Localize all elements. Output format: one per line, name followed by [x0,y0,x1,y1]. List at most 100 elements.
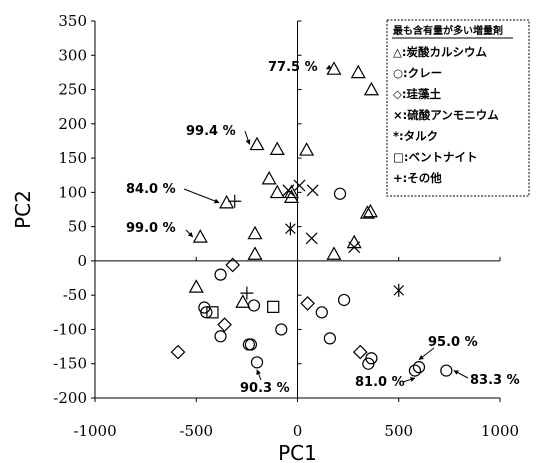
y-tick-label: 300 [58,46,87,64]
point-clay [315,306,328,319]
point-calcium [192,229,208,243]
annotation-label: 99.0 % [126,221,176,236]
point-calcium [247,246,263,260]
point-calcium [188,279,204,293]
point-clay [247,299,261,312]
point-bentonite [267,300,280,313]
point-diatom [225,257,241,273]
point-clay [337,293,351,307]
y-tick-label: -100 [53,320,87,338]
point-calcium [261,170,277,185]
y-tick-label: -50 [63,286,87,304]
y-tick-label: -200 [53,389,87,407]
point-calcium [350,64,366,79]
point-ammonium [293,179,306,192]
point-clay [333,187,347,200]
annotation-label: 99.4 % [186,124,236,139]
y-tick-label: 100 [58,183,87,201]
y-tick-label: 50 [68,218,87,236]
y-tick-label: 250 [58,81,87,99]
point-clay [412,361,426,374]
annotation-label: 84.0 % [126,182,176,197]
point-clay [408,364,422,377]
legend-entry-other: +:その他 [393,171,442,185]
legend: 最も含有量が多い増量剤 △:炭酸カルシウム ○:クレー ◇:珪藻土 ×:硫酸アンモニウム… [386,19,530,197]
point-diatom [217,317,232,333]
point-calcium [359,205,375,219]
annotation-arrow [402,377,416,383]
point-ammonium [306,184,319,197]
y-tick-label: -150 [53,355,87,373]
legend-box [386,19,530,197]
point-clay [275,323,288,336]
point-calcium [299,142,315,156]
point-other [240,286,254,300]
legend-entry-calcium: △:炭酸カルシウム [393,45,487,59]
x-tick-label: 500 [384,422,413,440]
annotation-arrow [185,229,194,238]
y-tick-label: 200 [58,115,87,133]
point-calcium [249,136,265,151]
point-clay [250,356,264,369]
point-clay [214,268,227,281]
x-tick-label: 1000 [481,422,519,440]
annotation-arrow [183,188,220,204]
tick-labels: -200-150-100-50050100150200250300350-100… [53,12,519,440]
data-points [170,61,453,377]
point-clay [440,364,453,377]
annotation-label: 90.3 % [240,381,290,396]
percentage-annotations: 77.5 % 99.4 % 84.0 % 99.0 % 95.0 % 81.0 % 83.3… [126,60,520,396]
axes [91,20,501,402]
legend-entry-diatom: ◇:珪藻土 [393,87,441,101]
y-tick-label: 150 [58,149,87,167]
y-tick-label: 0 [77,252,87,270]
point-calcium [362,203,378,218]
point-calcium [235,294,251,308]
x-axis-title: PC1 [278,441,317,463]
point-talc [393,283,405,297]
point-calcium [269,184,285,199]
annotation-label: 77.5 % [268,60,318,75]
x-tick-label: -500 [179,422,213,440]
point-calcium [346,234,362,249]
annotation-label: 83.3 % [470,373,520,388]
point-calcium [326,61,342,75]
point-talc [285,222,296,236]
point-diatom [170,344,186,360]
annotation-arrow [453,370,469,379]
point-calcium [219,194,235,209]
x-tick-label: -1000 [73,422,116,440]
point-calcium [283,189,299,203]
legend-title: 最も含有量が多い増量剤 [393,24,503,37]
point-clay [244,338,258,351]
annotation-arrow [256,369,262,381]
legend-entry-bentonite: □:ベントナイト [393,150,477,164]
point-calcium [283,184,299,199]
point-calcium [269,141,285,155]
point-other [228,194,242,208]
y-axis-title: PC2 [11,190,35,229]
annotation-label: 95.0 % [428,335,478,350]
point-clay [365,352,378,365]
point-calcium [247,225,263,240]
annotation-arrow [418,347,435,361]
point-diatom [300,296,315,311]
legend-entry-clay: ○:クレー [393,66,442,80]
x-tick-label: 0 [293,422,303,440]
legend-entry-ammonium: ×:硫酸アンモニウム [393,108,499,122]
point-bentonite [206,306,219,319]
point-ammonium [305,232,318,245]
legend-entry-talc: *:タルク [393,129,438,143]
annotation-arrow [326,64,332,70]
y-tick-label: 350 [58,12,87,30]
point-ammonium [282,184,295,197]
point-clay [214,330,227,343]
annotation-arrow [244,130,251,145]
point-calcium [326,246,342,260]
point-diatom [352,344,368,360]
point-clay [323,332,337,345]
point-ammonium [348,241,361,254]
point-calcium [363,81,379,96]
annotation-label: 81.0 % [355,375,405,390]
